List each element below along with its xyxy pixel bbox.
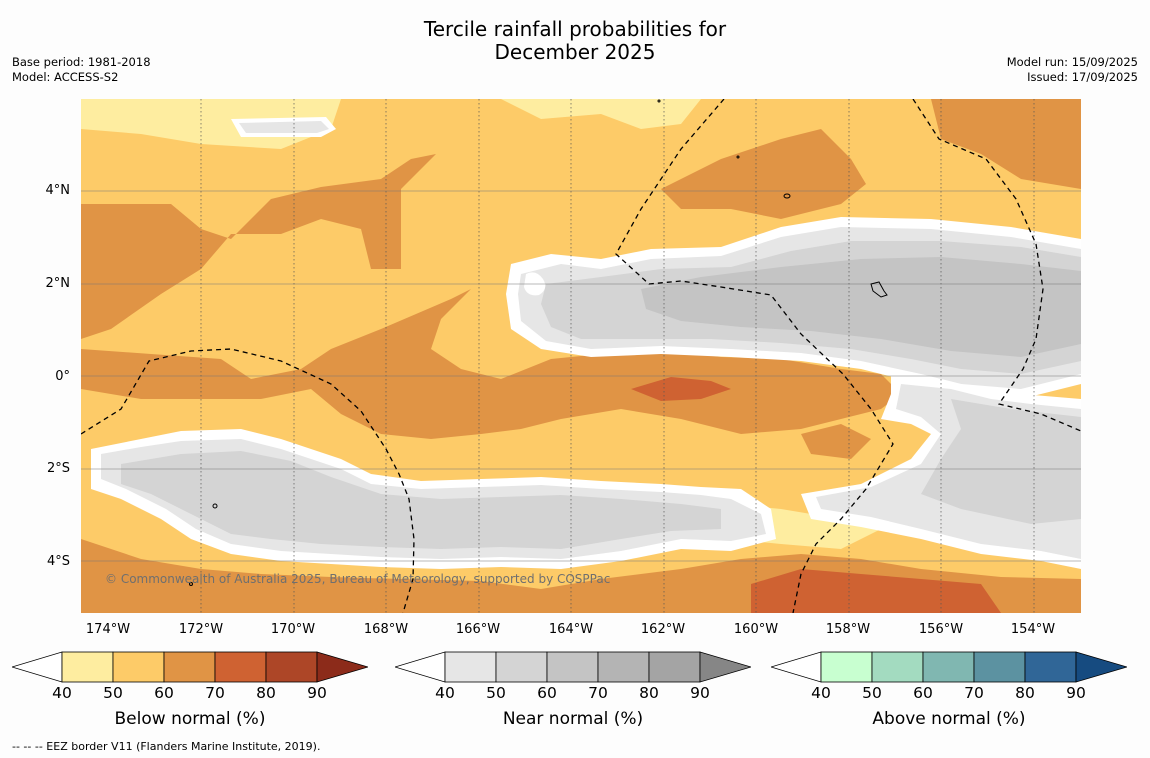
colorbar-extend-high bbox=[1075, 651, 1127, 683]
colorbar-swatch bbox=[546, 651, 599, 683]
lon-label: 156°W bbox=[918, 622, 964, 637]
colorbar-swatch bbox=[265, 651, 318, 683]
colorbar-tick: 50 bbox=[486, 684, 506, 702]
colorbar-swatch bbox=[871, 651, 924, 683]
lon-label: 166°W bbox=[455, 622, 501, 637]
lon-label: 174°W bbox=[85, 622, 131, 637]
near-normal-40-region bbox=[239, 121, 329, 133]
colorbar-below-normal: 40 50 60 70 80 90 Below normal (%) bbox=[12, 650, 368, 740]
lat-label-0: 0° bbox=[55, 369, 70, 384]
eez-footnote: -- -- -- EEZ border V11 (Flanders Marine… bbox=[12, 740, 321, 753]
meridian-lines bbox=[200, 99, 1035, 613]
copyright-notice: © Commonwealth of Australia 2025, Bureau… bbox=[105, 572, 611, 586]
colorbar-tick: 80 bbox=[256, 684, 276, 702]
colorbar-swatch bbox=[597, 651, 650, 683]
colorbar-extend-low bbox=[395, 651, 446, 683]
colorbar-swatch bbox=[973, 651, 1026, 683]
colorbar-tick: 60 bbox=[913, 684, 933, 702]
colorbar-swatch bbox=[820, 651, 873, 683]
lon-label: 154°W bbox=[1010, 622, 1056, 637]
colorbar-extend-low bbox=[771, 651, 822, 683]
lat-label-2n: 2°N bbox=[45, 276, 71, 291]
lat-label-4s: 4°S bbox=[46, 554, 70, 569]
colorbar-swatch bbox=[1024, 651, 1077, 683]
map-title: Tercile rainfall probabilities for Decem… bbox=[0, 18, 1150, 64]
lon-label: 164°W bbox=[548, 622, 594, 637]
colorbar-label: Above normal (%) bbox=[872, 709, 1026, 729]
colorbar-tick: 90 bbox=[307, 684, 327, 702]
colorbar-swatch bbox=[61, 651, 114, 683]
below-normal-70-region bbox=[81, 289, 901, 439]
title-line-2: December 2025 bbox=[494, 40, 656, 64]
parallel-lines bbox=[81, 190, 1081, 562]
lon-label: 170°W bbox=[270, 622, 316, 637]
title-line-1: Tercile rainfall probabilities for bbox=[423, 17, 727, 41]
colorbar-swatch bbox=[214, 651, 267, 683]
meta-right: Model run: 15/09/2025 Issued: 17/09/2025 bbox=[1007, 55, 1138, 85]
below-normal-80-region bbox=[751, 569, 1001, 613]
colorbar-tick: 80 bbox=[639, 684, 659, 702]
colorbar-extend-high bbox=[316, 651, 368, 683]
base-period: Base period: 1981-2018 bbox=[12, 55, 151, 69]
lon-label: 160°W bbox=[733, 622, 779, 637]
colorbar-swatch bbox=[444, 651, 497, 683]
colorbar-swatch bbox=[163, 651, 216, 683]
colorbar-above-normal: 40 50 60 70 80 90 Above normal (%) bbox=[771, 650, 1127, 740]
colorbar-extend-high bbox=[699, 651, 751, 683]
colorbar-tick: 70 bbox=[205, 684, 225, 702]
colorbar-extend-low bbox=[12, 651, 63, 683]
colorbar-tick: 60 bbox=[537, 684, 557, 702]
colorbar-tick: 50 bbox=[862, 684, 882, 702]
colorbar-tick: 40 bbox=[811, 684, 831, 702]
colorbar-near-normal-swatches bbox=[395, 651, 751, 683]
near-normal-60-region bbox=[641, 257, 1081, 357]
lon-label: 168°W bbox=[363, 622, 409, 637]
lon-label: 158°W bbox=[825, 622, 871, 637]
colorbar-tick: 40 bbox=[435, 684, 455, 702]
colorbar-swatch bbox=[112, 651, 165, 683]
lat-label-2s: 2°S bbox=[46, 461, 70, 476]
colorbar-tick: 60 bbox=[154, 684, 174, 702]
colorbar-below-normal-swatches bbox=[12, 651, 368, 683]
lon-label: 162°W bbox=[640, 622, 686, 637]
below-normal-70-region bbox=[931, 99, 1081, 189]
eez-borders bbox=[81, 99, 1081, 613]
colorbar-tick: 80 bbox=[1015, 684, 1035, 702]
colorbar-tick: 70 bbox=[588, 684, 608, 702]
colorbar-tick: 50 bbox=[103, 684, 123, 702]
lat-label-4n: 4°N bbox=[45, 183, 71, 198]
issued-date: Issued: 17/09/2025 bbox=[1027, 70, 1138, 84]
below-normal-80-region bbox=[631, 377, 731, 401]
below-normal-70-region bbox=[801, 424, 871, 459]
colorbar-above-normal-swatches bbox=[771, 651, 1127, 683]
rainfall-probability-map bbox=[81, 99, 1081, 613]
colorbar-swatch bbox=[922, 651, 975, 683]
colorbar-tick: 90 bbox=[690, 684, 710, 702]
model-run: Model run: 15/09/2025 bbox=[1006, 55, 1138, 69]
colorbar-swatch bbox=[648, 651, 701, 683]
model-name: Model: ACCESS-S2 bbox=[12, 70, 119, 84]
colorbar-tick: 90 bbox=[1066, 684, 1086, 702]
lon-label: 172°W bbox=[178, 622, 224, 637]
below-normal-70-region bbox=[81, 154, 436, 339]
colorbar-tick: 40 bbox=[52, 684, 72, 702]
below-normal-70-region bbox=[661, 129, 866, 219]
colorbar-tick: 70 bbox=[964, 684, 984, 702]
meta-left: Base period: 1981-2018 Model: ACCESS-S2 bbox=[12, 55, 151, 85]
colorbar-label: Below normal (%) bbox=[114, 709, 266, 729]
islands bbox=[189, 99, 888, 586]
colorbar-swatch bbox=[495, 651, 548, 683]
below-normal-50-region bbox=[501, 99, 701, 129]
colorbar-near-normal: 40 50 60 70 80 90 Near normal (%) bbox=[395, 650, 751, 740]
colorbar-label: Near normal (%) bbox=[502, 709, 644, 729]
near-normal-50-region bbox=[921, 399, 1081, 524]
